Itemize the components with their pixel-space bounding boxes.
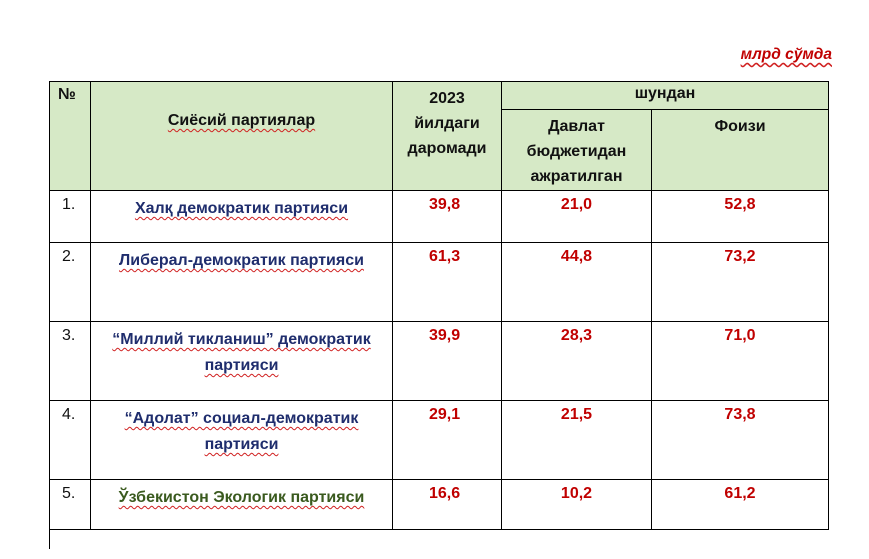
row-number: 3. — [49, 321, 91, 401]
state-budget-value: 10,2 — [501, 479, 652, 530]
party-name: “Миллий тикланиш” демократик партияси — [90, 321, 393, 401]
header-revenue: 2023 йилдаги даромади — [392, 81, 502, 191]
table-row: 1. Халқ демократик партияси 39,8 21,0 52… — [49, 190, 829, 243]
percent-value: 71,0 — [651, 321, 829, 401]
party-name: “Адолат” социал-демократик партияси — [90, 400, 393, 480]
party-name: Ўзбекистон Экологик партияси — [90, 479, 393, 530]
party-name: Либерал-демократик партияси — [90, 242, 393, 322]
unit-label: млрд сўмда — [740, 46, 832, 63]
header-of-which: шундан — [501, 81, 829, 110]
table-row: 5. Ўзбекистон Экологик партияси 16,6 10,… — [49, 479, 829, 530]
row-number: 5. — [49, 479, 91, 530]
state-budget-value: 28,3 — [501, 321, 652, 401]
table-row: 4. “Адолат” социал-демократик партияси 2… — [49, 400, 829, 480]
party-name: Халқ демократик партияси — [90, 190, 393, 243]
row-number: 4. — [49, 400, 91, 480]
table-border-stub — [49, 529, 50, 549]
table-row: 2. Либерал-демократик партияси 61,3 44,8… — [49, 242, 829, 322]
subheader-row: Давлат бюджетидан ажратилган Фоизи — [50, 109, 829, 191]
revenue-value: 61,3 — [392, 242, 502, 322]
table-row: 3. “Миллий тикланиш” демократик партияси… — [49, 321, 829, 401]
header-state-budget: Давлат бюджетидан ажратилган — [501, 109, 652, 191]
header-party: Сиёсий партиялар — [90, 81, 393, 191]
row-number: 1. — [49, 190, 91, 243]
revenue-value: 39,9 — [392, 321, 502, 401]
party-revenue-table: № Сиёсий партиялар 2023 йилдаги даромади… — [49, 81, 829, 530]
header-number: № — [49, 81, 91, 191]
header-percent: Фоизи — [651, 109, 829, 191]
state-budget-value: 44,8 — [501, 242, 652, 322]
percent-value: 52,8 — [651, 190, 829, 243]
percent-value: 73,2 — [651, 242, 829, 322]
revenue-value: 29,1 — [392, 400, 502, 480]
header-row: № Сиёсий партиялар 2023 йилдаги даромади… — [49, 81, 829, 191]
state-budget-value: 21,5 — [501, 400, 652, 480]
state-budget-value: 21,0 — [501, 190, 652, 243]
revenue-value: 39,8 — [392, 190, 502, 243]
revenue-value: 16,6 — [392, 479, 502, 530]
percent-value: 61,2 — [651, 479, 829, 530]
percent-value: 73,8 — [651, 400, 829, 480]
row-number: 2. — [49, 242, 91, 322]
